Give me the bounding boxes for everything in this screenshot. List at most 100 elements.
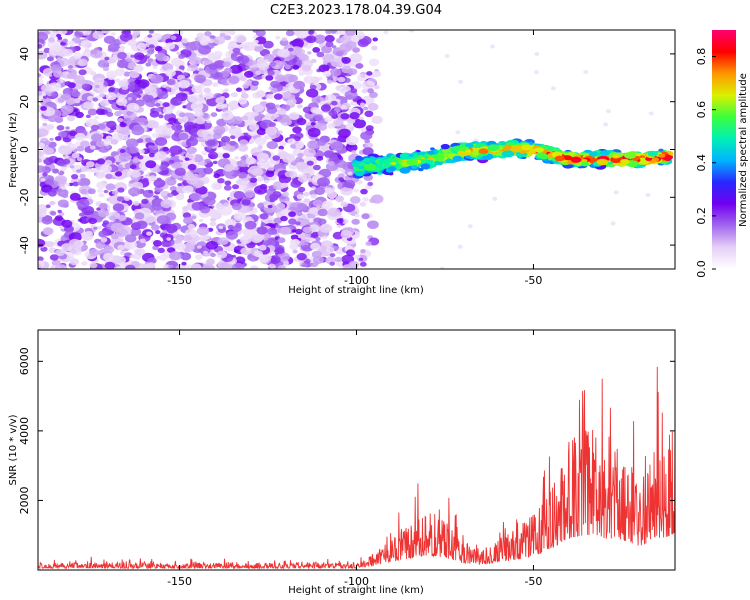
- spectrogram-cell: [112, 203, 125, 212]
- spectrogram-cell: [49, 200, 56, 206]
- spectrogram-cell: [357, 38, 369, 48]
- spectrogram-cell: [236, 56, 244, 61]
- spectrogram-cell: [187, 223, 196, 230]
- spectrogram-cell: [191, 215, 197, 219]
- spectrogram-cell: [338, 177, 345, 182]
- spectrogram-cell: [338, 128, 351, 138]
- spectrogram-cell: [345, 123, 353, 129]
- spectrogram-cell: [284, 64, 291, 70]
- spectrogram-cell: [42, 227, 54, 236]
- spectrogram-cell: [56, 125, 65, 131]
- spectrogram-cell: [240, 93, 249, 99]
- spectrogram-cell: [136, 138, 144, 144]
- spectrogram-cell: [97, 209, 109, 218]
- spectrogram-cell: [182, 72, 188, 76]
- spectrogram-cell: [610, 156, 622, 163]
- spectrogram-cell: [175, 242, 187, 251]
- spectrogram-cell: [42, 122, 48, 127]
- spectrogram-cell: [165, 42, 176, 50]
- spectrogram-cell: [442, 152, 450, 157]
- spectrogram-cell: [445, 158, 453, 164]
- spectrogram-cell: [310, 58, 317, 64]
- spectrogram-cell: [308, 207, 318, 215]
- spectrogram-cell: [325, 41, 334, 48]
- spectrogram-cell: [465, 149, 472, 153]
- spectrogram-cell: [281, 92, 291, 99]
- spectrogram-cell: [336, 224, 342, 228]
- spectrogram-cell: [511, 145, 524, 153]
- spectrogram-cell: [135, 248, 146, 256]
- spectrogram-cell: [213, 132, 222, 140]
- spectrogram-cell: [102, 220, 109, 225]
- spectrogram-cell: [45, 31, 51, 35]
- spectrogram-cell: [365, 142, 373, 149]
- spectrogram-cell: [313, 34, 327, 44]
- spectrogram-cell: [295, 221, 301, 226]
- spectrogram-cell: [355, 170, 365, 177]
- spectrogram-cell: [95, 77, 105, 85]
- spectrogram-cell: [76, 157, 83, 162]
- spectrogram-cell: [501, 150, 515, 158]
- spectrogram-cell: [43, 157, 54, 165]
- spectrogram-cell: [277, 237, 286, 244]
- spectrogram-cell: [73, 52, 83, 59]
- spectrogram-cell: [336, 218, 344, 224]
- spectrogram-cell: [301, 262, 308, 267]
- spectrogram-cell: [78, 212, 85, 217]
- spectrogram-cell: [42, 172, 48, 177]
- spectrogram-cell: [148, 145, 154, 149]
- spectrogram-cell: [158, 114, 164, 119]
- spectrogram-cell: [308, 217, 315, 222]
- spectrogram-cell: [365, 241, 372, 247]
- spectrogram-cell: [183, 121, 196, 131]
- spectrogram-cell: [71, 90, 81, 98]
- spectrogram-cell: [369, 198, 376, 204]
- spectrogram-cell: [101, 30, 112, 34]
- spectrogram-cell: [273, 113, 280, 118]
- spectrogram-cell: [388, 166, 397, 172]
- spectrogram-cell: [91, 133, 103, 142]
- spectrogram-cell: [345, 41, 357, 50]
- spectrogram-cell: [74, 132, 86, 141]
- spectrogram-cell: [131, 125, 145, 136]
- spectrogram-cell: [210, 112, 218, 117]
- spectrogram-cell: [233, 34, 247, 43]
- spectrogram-cell: [135, 220, 148, 230]
- spectrogram-cell: [145, 137, 152, 143]
- spectrogram-cell: [143, 214, 156, 224]
- spectrogram-cell: [315, 236, 321, 241]
- spectrogram-cell: [324, 116, 333, 123]
- spectrogram-cell: [105, 92, 117, 101]
- spectrogram-cell: [294, 228, 303, 235]
- spectrogram-cell: [89, 248, 100, 257]
- spectrogram-cell: [236, 87, 242, 92]
- spectrogram-cell: [257, 145, 263, 149]
- spectrogram-cell: [54, 264, 68, 269]
- spectrogram-cell: [38, 43, 43, 49]
- spectrogram-cell: [116, 124, 130, 135]
- colorbar-label: Normalized spectral amplitude: [738, 73, 749, 227]
- spectrogram-cell: [71, 152, 80, 159]
- spectrogram-cell: [302, 244, 309, 249]
- spectrogram-cell: [41, 212, 46, 216]
- spectrogram-cell: [199, 235, 206, 239]
- spectrogram-cell: [328, 161, 335, 166]
- spectrogram-cell: [265, 126, 277, 136]
- spectrogram-cell: [348, 260, 360, 269]
- spectrogram-cell: [129, 164, 137, 170]
- spectrogram-cell: [311, 186, 317, 190]
- spectrogram-cell: [122, 78, 128, 83]
- spectrogram-cell: [97, 225, 102, 230]
- spectrogram-cell: [170, 35, 177, 40]
- spectrogram-cell: [290, 46, 303, 56]
- spectrogram-cell: [275, 224, 281, 228]
- spectrogram-cell: [43, 265, 49, 269]
- spectrogram-cell: [133, 64, 144, 73]
- spectrogram-cell: [317, 139, 326, 146]
- spectrogram-cell: [390, 161, 397, 166]
- spectrogram-cell: [292, 126, 302, 134]
- spectrogram-cell: [105, 183, 116, 191]
- spectrogram-cell: [437, 161, 443, 166]
- y-tick-label: 4000: [18, 417, 31, 445]
